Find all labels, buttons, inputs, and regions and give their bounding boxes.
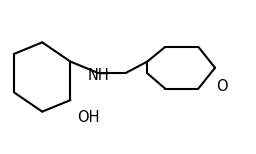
Text: OH: OH (77, 109, 99, 125)
Text: NH: NH (88, 68, 109, 83)
Text: O: O (216, 79, 228, 94)
